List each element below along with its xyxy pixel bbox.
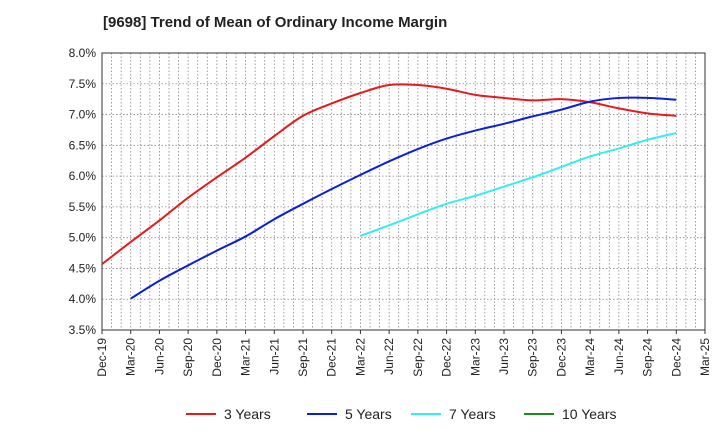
x-tick-label: Dec-19 — [95, 338, 109, 377]
chart-title: [9698] Trend of Mean of Ordinary Income … — [103, 14, 448, 31]
x-tick-label: Sep-21 — [296, 338, 310, 377]
y-tick-label: 5.5% — [69, 200, 97, 214]
x-tick-label: Dec-23 — [554, 338, 568, 377]
x-tick-label: Mar-25 — [698, 338, 712, 376]
y-tick-label: 8.0% — [69, 46, 97, 60]
y-tick-label: 5.0% — [69, 231, 97, 245]
x-tick-label: Mar-24 — [583, 338, 597, 376]
y-tick-label: 4.0% — [69, 292, 97, 306]
x-tick-label: Jun-21 — [267, 338, 281, 375]
x-tick-label: Jun-24 — [612, 338, 626, 375]
x-tick-label: Jun-20 — [152, 338, 166, 375]
x-tick-label: Sep-22 — [411, 338, 425, 377]
y-tick-label: 7.5% — [69, 77, 97, 91]
legend-item-3-years: 3 Years — [186, 406, 271, 422]
x-tick-label: Sep-20 — [181, 338, 195, 377]
x-tick-label: Mar-22 — [353, 338, 367, 376]
x-tick-label: Dec-20 — [210, 338, 224, 377]
legend-label: 7 Years — [449, 406, 496, 422]
x-tick-label: Dec-22 — [440, 338, 454, 377]
y-tick-label: 6.0% — [69, 169, 97, 183]
series-line-5-years — [130, 96, 677, 300]
x-tick-label: Mar-21 — [239, 338, 253, 376]
plot-frame — [101, 52, 706, 331]
series-line-7-years — [360, 132, 677, 237]
x-tick-label: Sep-24 — [641, 338, 655, 377]
plot-area — [102, 53, 705, 330]
y-tick-label: 6.5% — [69, 138, 97, 152]
x-tick-label: Sep-23 — [526, 338, 540, 377]
x-tick-label: Dec-24 — [669, 338, 683, 377]
legend-label: 3 Years — [224, 406, 271, 422]
x-tick-label: Dec-21 — [325, 338, 339, 377]
legend-label: 10 Years — [562, 406, 617, 422]
x-tick-label: Mar-20 — [124, 338, 138, 376]
legend-item-7-years: 7 Years — [411, 406, 496, 422]
y-tick-label: 4.5% — [69, 261, 97, 275]
legend-item-5-years: 5 Years — [307, 406, 392, 422]
x-tick-label: Mar-23 — [468, 338, 482, 376]
x-tick-label: Jun-22 — [382, 338, 396, 375]
legend-item-10-years: 10 Years — [524, 406, 617, 422]
series-line-3-years — [101, 83, 677, 265]
y-tick-label: 7.0% — [69, 108, 97, 122]
legend-label: 5 Years — [345, 406, 392, 422]
y-tick-label: 3.5% — [69, 323, 97, 337]
x-tick-label: Jun-23 — [497, 338, 511, 375]
